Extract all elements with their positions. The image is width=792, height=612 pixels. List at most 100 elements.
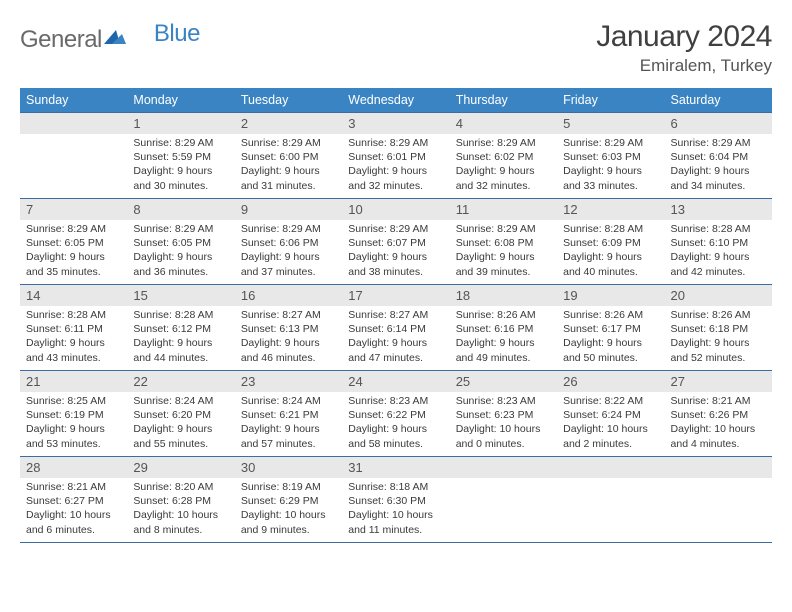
calendar-cell: 19Sunrise: 8:26 AMSunset: 6:17 PMDayligh… [557, 285, 664, 371]
calendar-cell: 29Sunrise: 8:20 AMSunset: 6:28 PMDayligh… [127, 457, 234, 543]
calendar-cell: 7Sunrise: 8:29 AMSunset: 6:05 PMDaylight… [20, 199, 127, 285]
day-number: 6 [665, 113, 772, 134]
calendar-cell: 4Sunrise: 8:29 AMSunset: 6:02 PMDaylight… [450, 113, 557, 199]
calendar-cell: 20Sunrise: 8:26 AMSunset: 6:18 PMDayligh… [665, 285, 772, 371]
day-details: Sunrise: 8:21 AMSunset: 6:27 PMDaylight:… [20, 478, 127, 541]
logo-text-general: General [20, 26, 102, 54]
calendar-cell: 31Sunrise: 8:18 AMSunset: 6:30 PMDayligh… [342, 457, 449, 543]
day-details: Sunrise: 8:29 AMSunset: 6:03 PMDaylight:… [557, 134, 664, 197]
day-details: Sunrise: 8:23 AMSunset: 6:22 PMDaylight:… [342, 392, 449, 455]
day-number: 21 [20, 371, 127, 392]
day-details: Sunrise: 8:28 AMSunset: 6:12 PMDaylight:… [127, 306, 234, 369]
day-details: Sunrise: 8:29 AMSunset: 6:07 PMDaylight:… [342, 220, 449, 283]
day-details: Sunrise: 8:29 AMSunset: 5:59 PMDaylight:… [127, 134, 234, 197]
day-number: 28 [20, 457, 127, 478]
calendar-cell: 26Sunrise: 8:22 AMSunset: 6:24 PMDayligh… [557, 371, 664, 457]
day-number: 24 [342, 371, 449, 392]
day-details: Sunrise: 8:25 AMSunset: 6:19 PMDaylight:… [20, 392, 127, 455]
day-number: 25 [450, 371, 557, 392]
logo-icon [104, 25, 126, 53]
calendar-cell: 28Sunrise: 8:21 AMSunset: 6:27 PMDayligh… [20, 457, 127, 543]
day-details: Sunrise: 8:29 AMSunset: 6:02 PMDaylight:… [450, 134, 557, 197]
day-number: 19 [557, 285, 664, 306]
day-number: 8 [127, 199, 234, 220]
weekday-header: Sunday [20, 88, 127, 113]
calendar-cell: 10Sunrise: 8:29 AMSunset: 6:07 PMDayligh… [342, 199, 449, 285]
day-number: 3 [342, 113, 449, 134]
day-number: 2 [235, 113, 342, 134]
calendar-cell: 16Sunrise: 8:27 AMSunset: 6:13 PMDayligh… [235, 285, 342, 371]
calendar-cell: 30Sunrise: 8:19 AMSunset: 6:29 PMDayligh… [235, 457, 342, 543]
day-number: 13 [665, 199, 772, 220]
weekday-header: Saturday [665, 88, 772, 113]
day-details: Sunrise: 8:28 AMSunset: 6:10 PMDaylight:… [665, 220, 772, 283]
day-details: Sunrise: 8:29 AMSunset: 6:08 PMDaylight:… [450, 220, 557, 283]
calendar-cell: 5Sunrise: 8:29 AMSunset: 6:03 PMDaylight… [557, 113, 664, 199]
calendar-cell-empty [557, 457, 664, 543]
day-number: 14 [20, 285, 127, 306]
weekday-row: SundayMondayTuesdayWednesdayThursdayFrid… [20, 88, 772, 113]
weekday-header: Friday [557, 88, 664, 113]
calendar-row: 21Sunrise: 8:25 AMSunset: 6:19 PMDayligh… [20, 371, 772, 457]
day-details: Sunrise: 8:29 AMSunset: 6:00 PMDaylight:… [235, 134, 342, 197]
day-number: 7 [20, 199, 127, 220]
calendar-cell: 14Sunrise: 8:28 AMSunset: 6:11 PMDayligh… [20, 285, 127, 371]
calendar-cell: 9Sunrise: 8:29 AMSunset: 6:06 PMDaylight… [235, 199, 342, 285]
calendar-cell: 27Sunrise: 8:21 AMSunset: 6:26 PMDayligh… [665, 371, 772, 457]
day-details: Sunrise: 8:20 AMSunset: 6:28 PMDaylight:… [127, 478, 234, 541]
calendar-cell: 13Sunrise: 8:28 AMSunset: 6:10 PMDayligh… [665, 199, 772, 285]
location: Emiralem, Turkey [596, 56, 772, 76]
calendar-cell: 22Sunrise: 8:24 AMSunset: 6:20 PMDayligh… [127, 371, 234, 457]
day-number: 15 [127, 285, 234, 306]
weekday-header: Tuesday [235, 88, 342, 113]
calendar-cell: 6Sunrise: 8:29 AMSunset: 6:04 PMDaylight… [665, 113, 772, 199]
calendar-cell: 11Sunrise: 8:29 AMSunset: 6:08 PMDayligh… [450, 199, 557, 285]
calendar-cell: 3Sunrise: 8:29 AMSunset: 6:01 PMDaylight… [342, 113, 449, 199]
day-number-empty [665, 457, 772, 478]
calendar-cell: 1Sunrise: 8:29 AMSunset: 5:59 PMDaylight… [127, 113, 234, 199]
weekday-header: Thursday [450, 88, 557, 113]
day-number-empty [557, 457, 664, 478]
day-details: Sunrise: 8:21 AMSunset: 6:26 PMDaylight:… [665, 392, 772, 455]
day-details: Sunrise: 8:26 AMSunset: 6:18 PMDaylight:… [665, 306, 772, 369]
calendar-cell: 8Sunrise: 8:29 AMSunset: 6:05 PMDaylight… [127, 199, 234, 285]
calendar-head: SundayMondayTuesdayWednesdayThursdayFrid… [20, 88, 772, 113]
day-number: 26 [557, 371, 664, 392]
day-number: 12 [557, 199, 664, 220]
day-number: 16 [235, 285, 342, 306]
calendar-cell: 23Sunrise: 8:24 AMSunset: 6:21 PMDayligh… [235, 371, 342, 457]
calendar-cell-empty [450, 457, 557, 543]
day-number: 23 [235, 371, 342, 392]
day-number: 31 [342, 457, 449, 478]
day-details: Sunrise: 8:29 AMSunset: 6:05 PMDaylight:… [20, 220, 127, 283]
calendar-table: SundayMondayTuesdayWednesdayThursdayFrid… [20, 88, 772, 543]
logo: General Blue [20, 20, 200, 54]
calendar-cell: 24Sunrise: 8:23 AMSunset: 6:22 PMDayligh… [342, 371, 449, 457]
day-number: 30 [235, 457, 342, 478]
day-details: Sunrise: 8:26 AMSunset: 6:16 PMDaylight:… [450, 306, 557, 369]
calendar-row: 14Sunrise: 8:28 AMSunset: 6:11 PMDayligh… [20, 285, 772, 371]
day-details: Sunrise: 8:29 AMSunset: 6:01 PMDaylight:… [342, 134, 449, 197]
calendar-cell: 18Sunrise: 8:26 AMSunset: 6:16 PMDayligh… [450, 285, 557, 371]
day-number: 5 [557, 113, 664, 134]
calendar-cell: 25Sunrise: 8:23 AMSunset: 6:23 PMDayligh… [450, 371, 557, 457]
day-details: Sunrise: 8:27 AMSunset: 6:14 PMDaylight:… [342, 306, 449, 369]
day-number: 11 [450, 199, 557, 220]
day-number: 27 [665, 371, 772, 392]
day-details: Sunrise: 8:19 AMSunset: 6:29 PMDaylight:… [235, 478, 342, 541]
day-number: 10 [342, 199, 449, 220]
calendar-cell-empty [20, 113, 127, 199]
day-number-empty [20, 113, 127, 134]
day-number: 29 [127, 457, 234, 478]
day-number: 18 [450, 285, 557, 306]
calendar-row: 7Sunrise: 8:29 AMSunset: 6:05 PMDaylight… [20, 199, 772, 285]
day-details: Sunrise: 8:26 AMSunset: 6:17 PMDaylight:… [557, 306, 664, 369]
day-number: 4 [450, 113, 557, 134]
weekday-header: Wednesday [342, 88, 449, 113]
calendar-cell: 15Sunrise: 8:28 AMSunset: 6:12 PMDayligh… [127, 285, 234, 371]
day-details: Sunrise: 8:22 AMSunset: 6:24 PMDaylight:… [557, 392, 664, 455]
calendar-row: 28Sunrise: 8:21 AMSunset: 6:27 PMDayligh… [20, 457, 772, 543]
day-details: Sunrise: 8:18 AMSunset: 6:30 PMDaylight:… [342, 478, 449, 541]
calendar-cell: 2Sunrise: 8:29 AMSunset: 6:00 PMDaylight… [235, 113, 342, 199]
logo-text-blue: Blue [154, 20, 200, 48]
